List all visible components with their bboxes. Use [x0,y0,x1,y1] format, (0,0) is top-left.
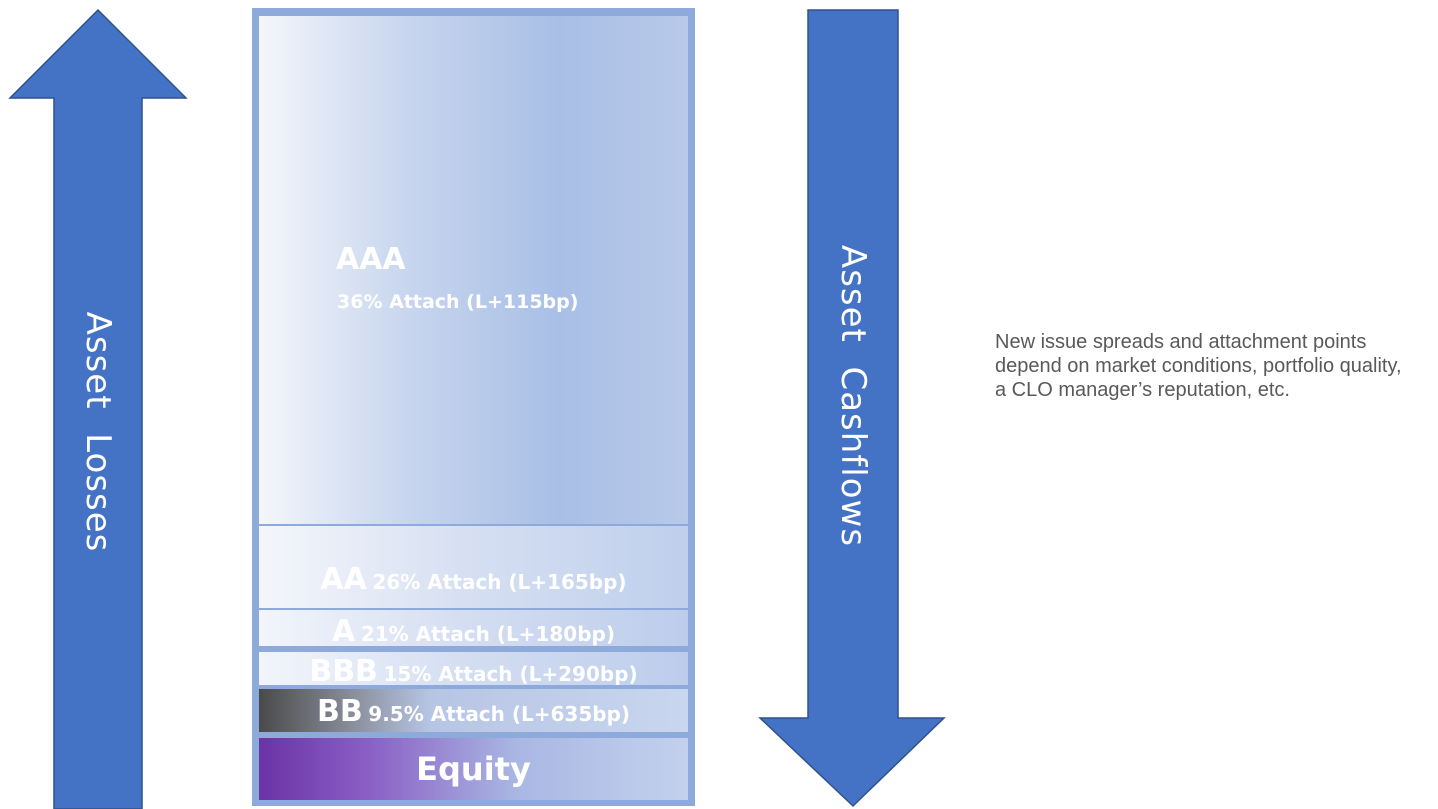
tranche-a-detail: 21% Attach (L+180bp) [360,622,615,646]
side-note: New issue spreads and attachment points … [995,331,1402,401]
tranche-equity-name: Equity [416,750,531,788]
tranche-aaa: AAA 36% Attach (L+115bp) [259,16,688,524]
tranche-bbb: BBB 15% Attach (L+290bp) [259,652,688,685]
tranche-aaa-detail: 36% Attach (L+115bp) [337,291,579,313]
tranche-bb: BB 9.5% Attach (L+635bp) [259,689,688,732]
tranche-bb-detail: 9.5% Attach (L+635bp) [368,702,631,726]
up-arrow-icon [8,8,188,809]
tranche-aa-detail: 26% Attach (L+165bp) [372,570,627,594]
tranche-bb-name: BB [316,694,363,729]
capital-stack: AAA 36% Attach (L+115bp) AA 26% Attach (… [252,8,695,806]
tranche-a: A 21% Attach (L+180bp) [259,610,688,646]
tranche-aa: AA 26% Attach (L+165bp) [259,526,688,608]
asset-cashflows-label: Asset Cashflows [833,244,873,548]
tranche-aaa-name: AAA [336,242,406,277]
asset-losses-label: Asset Losses [78,311,118,553]
down-arrow-icon [758,9,946,808]
tranche-bbb-detail: 15% Attach (L+290bp) [383,662,638,685]
tranche-a-name: A [332,614,356,646]
tranche-bbb-name: BBB [309,654,378,685]
tranche-aa-name: AA [320,562,367,597]
tranche-equity: Equity [259,738,688,800]
